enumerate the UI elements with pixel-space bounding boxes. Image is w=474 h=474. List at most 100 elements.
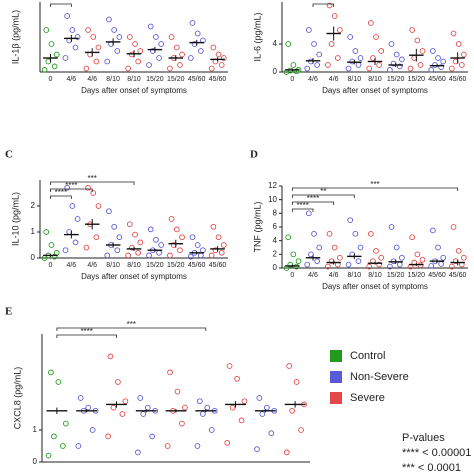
data-point [126,221,133,228]
y-tick-label: 1 [33,425,38,434]
x-tick-label: 45/60 [449,76,467,83]
data-point [366,263,373,270]
data-point [153,34,159,40]
data-point [90,190,97,196]
significance-label: ** [320,0,326,5]
x-tick-label: 8/10 [127,262,141,269]
data-point [298,427,304,433]
x-tick-label: 4/6 [66,262,76,269]
data-point [414,251,421,258]
data-point [241,398,248,405]
data-point [208,65,215,72]
data-point [440,254,447,261]
data-point [43,27,50,33]
data-point [337,254,343,261]
data-point [125,65,132,72]
significance-label: **** [296,201,308,210]
data-point [64,184,71,191]
data-point [387,67,393,73]
data-point [156,249,162,256]
data-point [115,379,121,385]
data-point [368,20,374,26]
data-point [89,427,96,433]
data-point [334,55,341,61]
data-point [137,48,144,54]
note: **** < 0.00001 [402,447,471,459]
data-point [158,41,165,47]
data-point [268,430,275,437]
panel-letter: D [250,149,258,161]
data-point [311,41,317,47]
significance-bracket [291,201,335,205]
panel-letter: E [5,306,12,318]
data-point [85,27,91,33]
y-tick-label: 8 [273,208,278,217]
data-point [325,62,331,68]
data-point [208,252,215,259]
data-point [149,433,156,440]
x-tick-label: 8/10 [106,76,120,83]
data-point [182,404,188,411]
data-point [304,65,311,72]
y-axis-label: IL-10 (pg/mL) [10,192,20,246]
data-point [137,395,144,401]
legend-swatch [330,371,342,383]
data-point [414,37,421,44]
data-point [290,251,297,258]
data-point [366,65,373,72]
data-point [428,67,435,73]
data-point [111,27,118,33]
data-point [326,230,333,237]
significance-bracket [50,181,135,185]
data-point [173,44,180,51]
data-point [357,244,364,251]
data-point [167,65,173,72]
data-point [59,443,66,449]
data-point [254,446,260,453]
data-point [106,208,112,215]
data-point [83,244,90,251]
y-tick-label: 2 [273,249,278,258]
data-point [48,369,54,376]
data-point [135,249,142,256]
data-point [357,55,364,61]
data-point [409,234,416,241]
significance-label: *** [370,180,379,189]
significance-bracket [56,334,117,338]
x-tick-label: 8/10 [127,76,141,83]
data-point [220,242,227,248]
data-point [147,23,154,30]
data-point [331,13,338,19]
data-point [77,395,84,401]
note: *** < 0.0001 [402,462,461,474]
data-point [48,242,55,248]
data-point [316,51,323,58]
data-point [72,44,79,51]
x-tick-label: 15/20 [167,262,185,269]
data-point [289,407,295,414]
data-point [187,55,194,61]
data-point [105,433,111,440]
x-tick-label: 8/10 [106,262,120,269]
y-tick-label: 12 [268,181,277,190]
data-point [229,404,236,411]
significance-label: **** [307,194,319,203]
data-point [69,27,76,33]
data-point [220,55,227,61]
y-tick-label: 10 [268,195,277,204]
data-point [51,63,58,70]
data-point [197,48,204,54]
legend-label: Severe [350,392,385,404]
data-point [388,41,395,47]
data-point [168,34,175,40]
data-point [352,48,359,54]
data-point [41,67,48,73]
x-tick-label: 45/60 [428,76,446,83]
data-point [399,56,405,63]
data-point [345,65,352,72]
data-point [224,439,231,446]
significance-bracket [50,188,93,192]
data-point [48,41,55,47]
data-point [376,261,382,268]
